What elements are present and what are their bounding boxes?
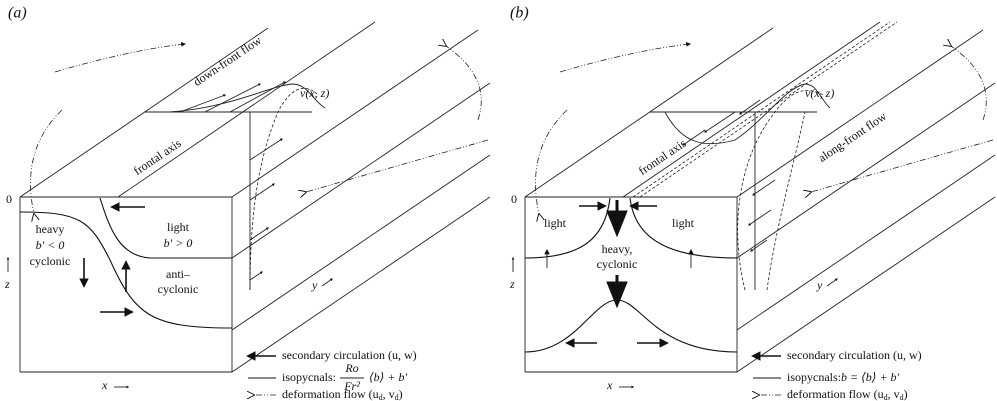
flow-label: along-front flow <box>816 109 890 165</box>
channel-line <box>231 196 491 373</box>
flow-arrow <box>179 94 227 113</box>
region-label: light <box>672 216 695 230</box>
isopycnal <box>524 299 738 353</box>
region-label: cyclonic <box>597 257 638 271</box>
z-axis-label: z <box>4 277 10 291</box>
deformation-flow <box>306 139 489 192</box>
legend-entry-part: d <box>379 393 383 401</box>
flow-arrow <box>204 83 262 113</box>
legend-entry: secondary circulation (u, w) <box>787 348 922 362</box>
deformation-flow <box>30 109 63 214</box>
isopycnal <box>629 197 738 259</box>
profile-label: v(x, z) <box>300 86 329 100</box>
panel-label: (b) <box>510 5 529 22</box>
x-axis-label: x <box>101 378 108 392</box>
deformation-flow <box>54 42 186 73</box>
legend-entry-part: deformation flow (u <box>787 387 884 401</box>
legend-entry: deformation flow (ud, vd) <box>787 387 908 401</box>
velocity-profile <box>249 87 319 291</box>
axis-arrow <box>826 278 838 287</box>
deformation-flow <box>535 109 568 214</box>
channel-line <box>622 21 881 198</box>
region-label: cyclonic <box>158 282 199 296</box>
legend-entry: Fr² <box>343 379 360 393</box>
flow-arrow <box>249 227 269 241</box>
deformation-flow <box>559 42 691 73</box>
legend-entry: isopycnals: <box>282 370 336 384</box>
legend-entry: secondary circulation (u, w) <box>282 348 417 362</box>
velocity-profile <box>766 111 806 291</box>
legend-entry-part: ) <box>904 387 908 401</box>
region-label: b′ < 0 <box>36 238 65 252</box>
region-label: heavy <box>36 222 65 236</box>
legend-entry: isopycnals: <box>787 370 841 384</box>
isopycnal <box>99 197 232 259</box>
panel: (b) v(x, z) along-front flow frontal axis 0 l… <box>509 5 996 401</box>
channel-line <box>19 27 269 198</box>
flow-arrow <box>750 239 768 252</box>
channel-line <box>736 82 996 259</box>
flow-arrow <box>229 81 287 113</box>
depth-zero: 0 <box>6 192 12 206</box>
channel-line <box>524 27 774 198</box>
front-dash <box>639 21 898 198</box>
profile-label: v(x, z) <box>805 86 834 100</box>
flow-arrow <box>752 179 776 196</box>
region-label: b′ > 0 <box>164 236 193 250</box>
channel-line <box>736 196 996 373</box>
region-label: light <box>544 216 567 230</box>
isopycnal <box>19 211 233 329</box>
velocity-profile <box>737 90 824 291</box>
y-axis-label: y <box>311 278 318 292</box>
flow-arrow <box>704 111 736 133</box>
velocity-profile <box>169 83 326 113</box>
channel-line <box>736 154 996 331</box>
deformation-flow <box>811 139 994 192</box>
legend-entry: Ro <box>344 361 358 375</box>
legend-entry-part: d <box>395 393 399 401</box>
legend-entry-part: deformation flow (u <box>282 387 379 401</box>
y-axis-label: y <box>816 278 823 292</box>
channel-line <box>231 82 491 259</box>
velocity-profile <box>664 83 831 145</box>
flow-arrow <box>249 138 283 161</box>
flow-label: down-front flow <box>191 33 265 89</box>
depth-zero: 0 <box>511 192 517 206</box>
region-label: cyclonic <box>30 254 71 268</box>
region-label: light <box>167 220 190 234</box>
legend-entry: ⟨b⟩ + b′ <box>369 370 407 384</box>
axis-arrow <box>321 278 333 287</box>
flow-arrow <box>748 209 772 226</box>
legend-entry-part: d <box>900 393 904 401</box>
legend-entry-part: , v <box>888 387 900 401</box>
legend-entry: deformation flow (ud, vd) <box>282 387 403 401</box>
flow-arrow <box>249 183 275 201</box>
channel-line <box>231 154 491 331</box>
channel-line <box>231 29 479 198</box>
channel-line <box>736 29 984 198</box>
panel: (a) v(x, z) down-front flow frontal axis 0 he… <box>4 5 491 401</box>
flow-arrow <box>739 99 761 115</box>
flow-arrow <box>249 271 263 281</box>
legend-entry: b = ⟨b⟩ + b′ <box>841 370 900 384</box>
deformation-flow <box>951 46 987 121</box>
channel-line <box>117 21 376 198</box>
legend-entry-part: , v <box>383 387 395 401</box>
deformation-flow <box>446 46 482 121</box>
x-axis-label: x <box>606 378 613 392</box>
region-label: heavy, <box>602 242 633 256</box>
legend-entry-part: d <box>884 393 888 401</box>
axis-label: frontal axis <box>131 136 184 178</box>
z-axis-label: z <box>509 277 515 291</box>
front-dash <box>632 21 891 198</box>
region-label: anti– <box>166 267 191 281</box>
legend-entry-part: ) <box>399 387 403 401</box>
axis-label: frontal axis <box>636 136 689 178</box>
panel-label: (a) <box>8 5 27 22</box>
flow-arrow <box>682 129 706 146</box>
